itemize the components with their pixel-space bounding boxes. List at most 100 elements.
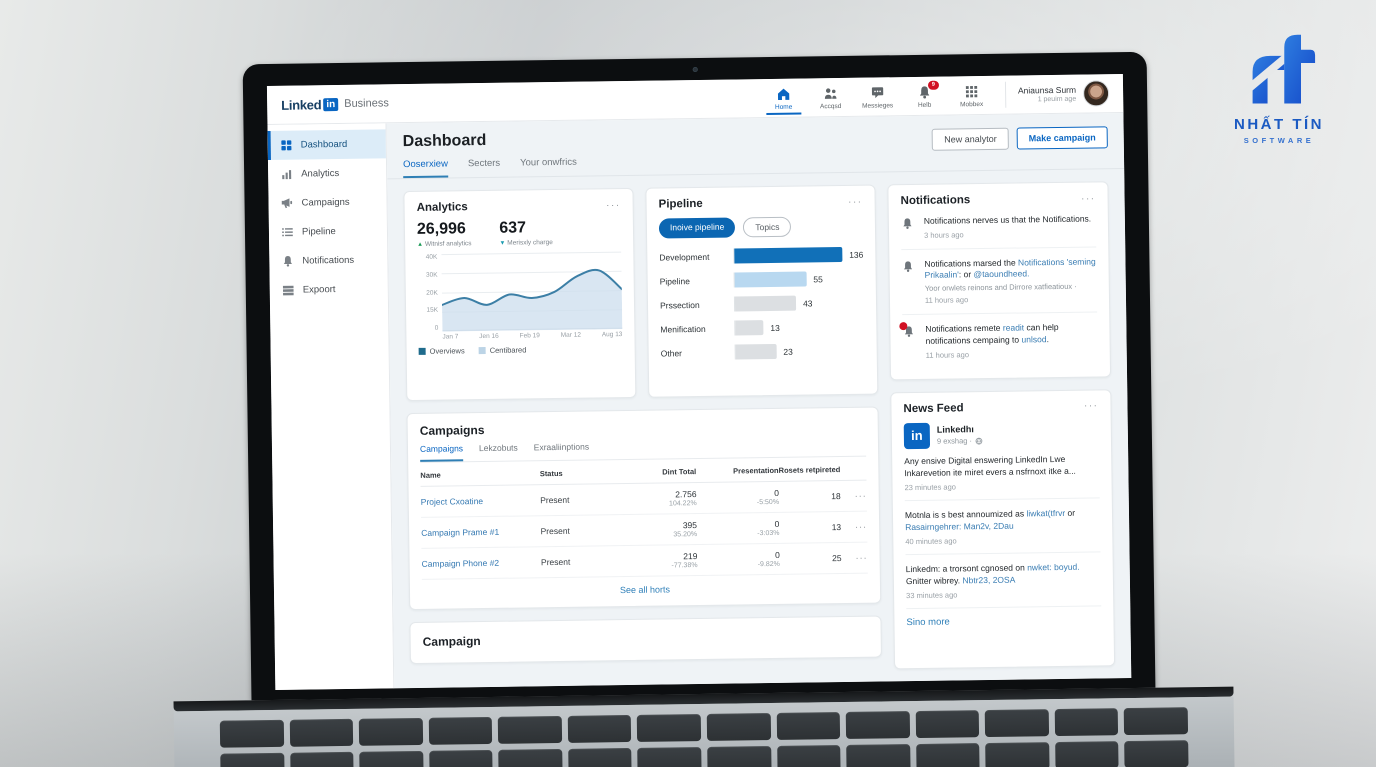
x-tick: Mar 12	[560, 331, 581, 339]
globe-icon	[975, 437, 983, 445]
nav-apps[interactable]: Mobbex	[948, 78, 995, 112]
mention-link[interactable]: @taoundheed.	[973, 268, 1030, 280]
sidebar-item-export[interactable]: Expoort	[270, 274, 388, 305]
pill-topics[interactable]: Topics	[743, 216, 792, 238]
show-more-link[interactable]: Sino more	[906, 616, 950, 629]
notification-link[interactable]: readit	[1002, 322, 1025, 333]
tab-sectors[interactable]: Secters	[467, 157, 501, 170]
notification-text: Notifications nerves us that the Notific…	[923, 213, 1092, 226]
analytics-card-title: Analytics	[416, 201, 468, 214]
keyboard-key	[706, 713, 771, 741]
sidebar: Dashboard Analytics Campaigns Pipel	[267, 123, 395, 690]
y-tick: 30K	[425, 271, 438, 279]
nav-account[interactable]: Accqsd	[807, 80, 854, 114]
notification-item[interactable]: Notifications nerves us that the Notific…	[900, 204, 1097, 250]
partial-campaign-card: Campaign	[409, 615, 882, 665]
keyboard-key	[776, 745, 841, 767]
page-tabs: Ooserxiew Secters Your onwfrics	[402, 156, 577, 179]
sidebar-item-pipeline[interactable]: Pipeline	[269, 216, 387, 247]
campaign-name-link[interactable]: Campaign Phone #2	[421, 557, 500, 569]
notification-text: : or	[958, 269, 974, 280]
new-analytor-button[interactable]: New analytor	[932, 127, 1009, 151]
dashboard-grid-icon	[280, 139, 293, 152]
top-navigation: Home Accqsd Messieges 9	[760, 78, 995, 114]
nav-home[interactable]: Home	[760, 81, 807, 115]
metric-label: Merisxly charge	[507, 239, 553, 247]
col-name: Name	[420, 470, 441, 480]
campaign-name-link[interactable]: Project Cxoatine	[420, 496, 484, 507]
main-content: Dashboard Ooserxiew Secters Your onwfric…	[386, 113, 1132, 689]
keyboard-key	[568, 747, 633, 767]
nav-messages[interactable]: Messieges	[854, 80, 901, 114]
notification-badge: 9	[927, 80, 939, 90]
notification-item[interactable]: Notifications remete readit can help not…	[899, 313, 1098, 369]
notifications-card-menu[interactable]: ···	[1081, 192, 1096, 205]
keyboard-key	[915, 710, 980, 739]
legend-swatch-light	[478, 346, 486, 355]
keyboard-key	[985, 742, 1050, 767]
notifications-card: Notifications ··· Notifications nerves u…	[887, 181, 1112, 380]
row-menu-dots[interactable]: ···	[855, 552, 868, 563]
bar-label: Prssection	[659, 299, 700, 311]
bell-icon	[901, 260, 914, 273]
post-link[interactable]: liwkat(tfrvr	[1026, 507, 1066, 519]
nt-monogram-icon	[1233, 34, 1316, 104]
keyboard-key	[845, 711, 910, 739]
keyboard-key	[358, 717, 423, 746]
post-link[interactable]: nwket: boyud.	[1027, 561, 1080, 573]
feed-post[interactable]: in Linkedhı 9 exshag · Any ensive Digita…	[903, 412, 1100, 501]
post-link[interactable]: Nbtr23, 2OSA	[962, 574, 1016, 586]
campaign-total: 219	[683, 551, 698, 562]
brand-title: NHẤT TÍN	[1234, 116, 1324, 133]
bar	[734, 271, 807, 288]
laptop-bezel: Linked in Business Home Accqsd	[242, 51, 1156, 701]
keyboard-key	[1124, 707, 1189, 736]
notification-item[interactable]: Notifications marsed the Notifications '…	[901, 247, 1098, 316]
linkedin-business-logo[interactable]: Linked in Business	[281, 96, 389, 113]
feed-post[interactable]: Motnla is s best annoumized as liwkat(tf…	[904, 498, 1101, 555]
x-axis: Jan 7 Jen 16 Feb 19 Mar 12 Aug 13	[442, 331, 622, 341]
nav-apps-label: Mobbex	[960, 100, 984, 108]
pill-inoive-pipeline[interactable]: Inoive pipeline	[658, 217, 736, 239]
row-menu-dots[interactable]: ···	[854, 490, 867, 501]
keyboard-key	[1055, 741, 1119, 767]
news-feed-menu[interactable]: ···	[1083, 400, 1099, 412]
x-tick: Feb 19	[519, 332, 540, 340]
tab-campaigns[interactable]: Campaigns	[419, 443, 464, 462]
sidebar-item-analytics[interactable]: Analytics	[268, 158, 386, 189]
tab-overview[interactable]: Ooserxiew	[402, 158, 449, 179]
metric-label: Witnisf analytics	[424, 240, 472, 248]
analytics-card-menu[interactable]: ···	[606, 199, 621, 211]
tab-metrics[interactable]: Your onwfrics	[520, 156, 577, 169]
sidebar-item-notifications[interactable]: Notifications	[269, 245, 387, 276]
pipeline-card-title: Pipeline	[658, 197, 703, 211]
post-time: 40 minutes ago	[905, 536, 957, 546]
feed-post[interactable]: Linkedm: a trorsont cgnosed on nwket: bo…	[905, 552, 1102, 610]
sidebar-item-dashboard[interactable]: Dashboard	[267, 129, 386, 161]
make-campaign-button[interactable]: Make campaign	[1016, 126, 1108, 150]
pipeline-card-menu[interactable]: ···	[848, 196, 863, 208]
sidebar-item-campaigns[interactable]: Campaigns	[268, 187, 386, 218]
analytics-metrics: 26,996 ▲ Witnisf analytics 637 ▼ Merisxl…	[417, 218, 621, 248]
tab-exraaliinptions[interactable]: Exraaliinptions	[533, 441, 590, 453]
legend-label: Overviews	[429, 346, 465, 356]
user-menu[interactable]: Aniaunsa Surm 1 peuim age	[1004, 80, 1110, 108]
nav-help[interactable]: 9 Helb	[901, 79, 948, 113]
keyboard-key	[637, 747, 702, 767]
post-link[interactable]: Rasairngehrer: Man2v, 2Dau	[905, 520, 1014, 532]
keyboard	[219, 707, 1189, 767]
post-time: 33 minutes ago	[906, 590, 958, 601]
avatar[interactable]	[1082, 80, 1110, 107]
post-text: Any ensive Digital enswering LinkedIn Lw…	[904, 453, 1076, 478]
metric-secondary: 637 ▼ Merisxly charge	[499, 219, 553, 247]
tab-lekzobuts[interactable]: Lekzobuts	[478, 442, 518, 454]
legend-swatch-dark	[418, 347, 426, 355]
megaphone-icon	[280, 197, 293, 210]
campaign-total-sub: 104.22%	[668, 500, 697, 508]
notification-link[interactable]: unlsod	[1021, 334, 1047, 345]
keyboard-key	[359, 750, 424, 767]
bar-label: Development	[659, 251, 710, 263]
sidebar-label: Notifications	[302, 254, 355, 267]
row-menu-dots[interactable]: ···	[855, 521, 868, 532]
campaign-name-link[interactable]: Campaign Prame #1	[421, 526, 500, 538]
